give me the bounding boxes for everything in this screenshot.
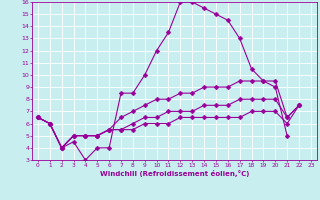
X-axis label: Windchill (Refroidissement éolien,°C): Windchill (Refroidissement éolien,°C) bbox=[100, 170, 249, 177]
